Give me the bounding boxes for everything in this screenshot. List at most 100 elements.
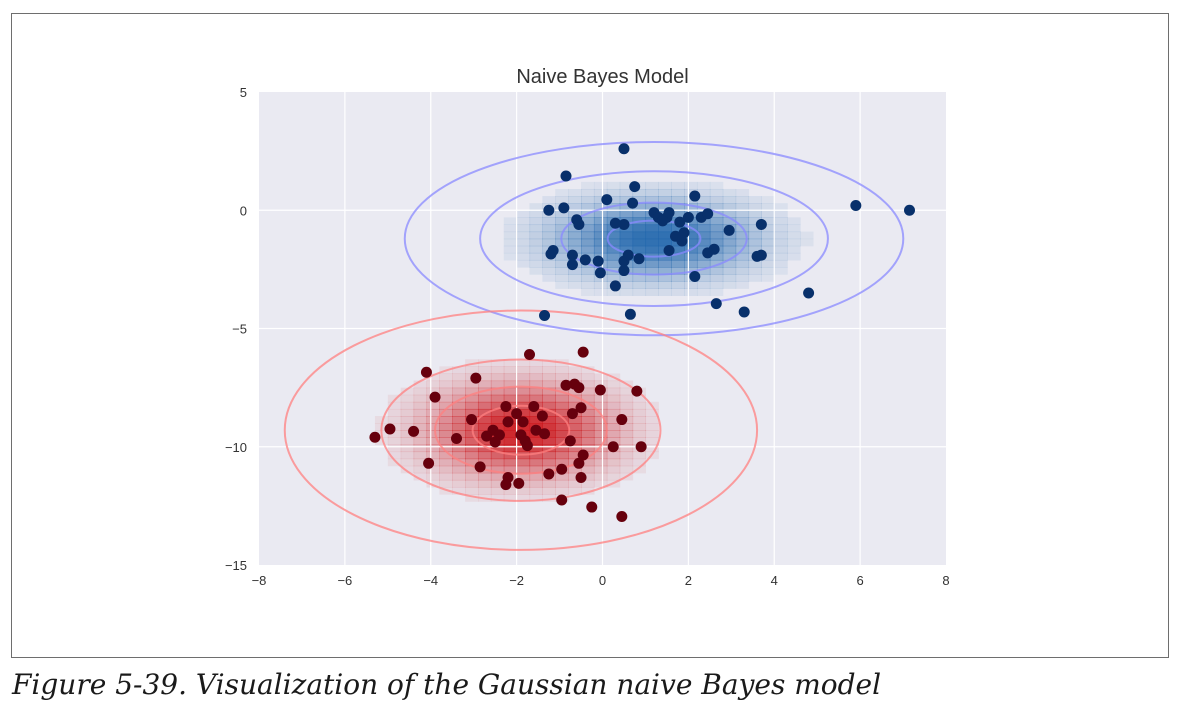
- data-point: [609, 217, 621, 229]
- heat-cell: [671, 274, 685, 282]
- data-point: [423, 457, 435, 469]
- heat-cell: [619, 423, 634, 431]
- heat-cell: [465, 472, 479, 481]
- heat-cell: [426, 444, 440, 453]
- heat-cell: [542, 366, 556, 375]
- heat-cell: [568, 245, 582, 254]
- heat-cell: [516, 366, 531, 375]
- heat-cell: [645, 188, 659, 197]
- heat-cell: [568, 210, 582, 218]
- heat-cell: [722, 188, 737, 197]
- heat-cell: [542, 416, 556, 424]
- heat-cell: [774, 203, 788, 211]
- heat-cell: [709, 238, 724, 247]
- heat-cell: [426, 416, 440, 424]
- heat-cell: [490, 486, 505, 495]
- heat-cell: [671, 267, 685, 275]
- heat-cell: [619, 408, 634, 417]
- heat-cell: [619, 465, 634, 474]
- heat-cell: [503, 238, 518, 247]
- heat-cell: [400, 444, 415, 453]
- heat-cell: [645, 231, 659, 240]
- heat-cell: [774, 245, 788, 254]
- heat-cell: [722, 210, 737, 218]
- naive-bayes-chart: −8 −6 −4 −2 0 2 4 6 8 5 0 −5 −10 −15 Naive Bayes Mode…: [225, 66, 950, 588]
- heat-cell: [748, 245, 762, 254]
- heat-cell: [709, 231, 724, 240]
- heat-cell: [542, 238, 556, 247]
- heat-cell: [529, 387, 543, 396]
- data-point: [803, 287, 815, 299]
- heat-cell: [709, 188, 724, 197]
- heat-cell: [555, 281, 569, 289]
- heat-cell: [761, 267, 775, 275]
- x-tick-label: 6: [857, 573, 864, 588]
- heat-cell: [413, 387, 428, 396]
- heat-cell: [761, 238, 775, 247]
- heat-cell: [632, 245, 647, 254]
- heat-cell: [606, 196, 621, 204]
- heat-cell: [709, 196, 724, 204]
- heat-cell: [581, 217, 595, 226]
- data-point: [601, 194, 613, 206]
- heat-cell: [761, 252, 775, 261]
- data-point: [723, 224, 735, 236]
- heat-cell: [465, 430, 479, 438]
- data-point: [577, 346, 589, 358]
- heat-cell: [503, 408, 518, 417]
- heat-cell: [465, 423, 479, 431]
- heat-cell: [568, 401, 582, 410]
- heat-cell: [606, 252, 621, 261]
- x-tick-label: 8: [942, 573, 949, 588]
- heat-cell: [581, 245, 595, 254]
- heat-cell: [581, 430, 595, 438]
- data-point: [560, 170, 572, 182]
- heat-cell: [374, 437, 389, 445]
- heat-cell: [439, 472, 453, 481]
- heat-cell: [645, 274, 659, 282]
- heat-cell: [748, 259, 762, 268]
- heat-cell: [529, 416, 543, 424]
- heat-cell: [774, 231, 788, 240]
- heat-cell: [452, 479, 466, 488]
- heat-cell: [503, 394, 518, 403]
- heat-cell: [581, 181, 595, 190]
- heat-cell: [503, 494, 518, 502]
- heat-cell: [452, 444, 466, 453]
- heat-cell: [658, 203, 672, 211]
- heat-cell: [619, 210, 634, 218]
- heat-cell: [490, 401, 505, 410]
- heat-cell: [606, 245, 621, 254]
- heat-cell: [477, 394, 492, 403]
- heat-cell: [593, 458, 608, 467]
- heat-cell: [606, 401, 621, 410]
- heat-cell: [619, 430, 634, 438]
- heat-cell: [568, 430, 582, 438]
- heat-cell: [503, 366, 518, 375]
- heat-cell: [684, 252, 698, 261]
- heat-cell: [555, 394, 569, 403]
- heat-cell: [581, 196, 595, 204]
- heat-cell: [645, 203, 659, 211]
- heat-cell: [671, 245, 685, 254]
- x-tick-label: −6: [337, 573, 352, 588]
- heat-cell: [722, 203, 737, 211]
- data-point: [629, 181, 641, 193]
- heat-cell: [439, 444, 453, 453]
- heat-cell: [529, 458, 543, 467]
- heat-cell: [671, 259, 685, 268]
- heat-cell: [593, 401, 608, 410]
- heat-cell: [426, 479, 440, 488]
- heat-cell: [503, 444, 518, 453]
- grid: [259, 92, 946, 565]
- figure-caption: Figure 5-39. Visualization of the Gaussi…: [12, 668, 882, 701]
- data-point: [528, 401, 540, 413]
- heat-cell: [671, 188, 685, 197]
- heat-cell: [452, 458, 466, 467]
- data-point: [564, 435, 576, 447]
- heat-cell: [632, 210, 647, 218]
- heat-cell: [735, 252, 750, 261]
- heat-cell: [606, 430, 621, 438]
- heat-cell: [387, 444, 402, 453]
- heat-cell: [581, 231, 595, 240]
